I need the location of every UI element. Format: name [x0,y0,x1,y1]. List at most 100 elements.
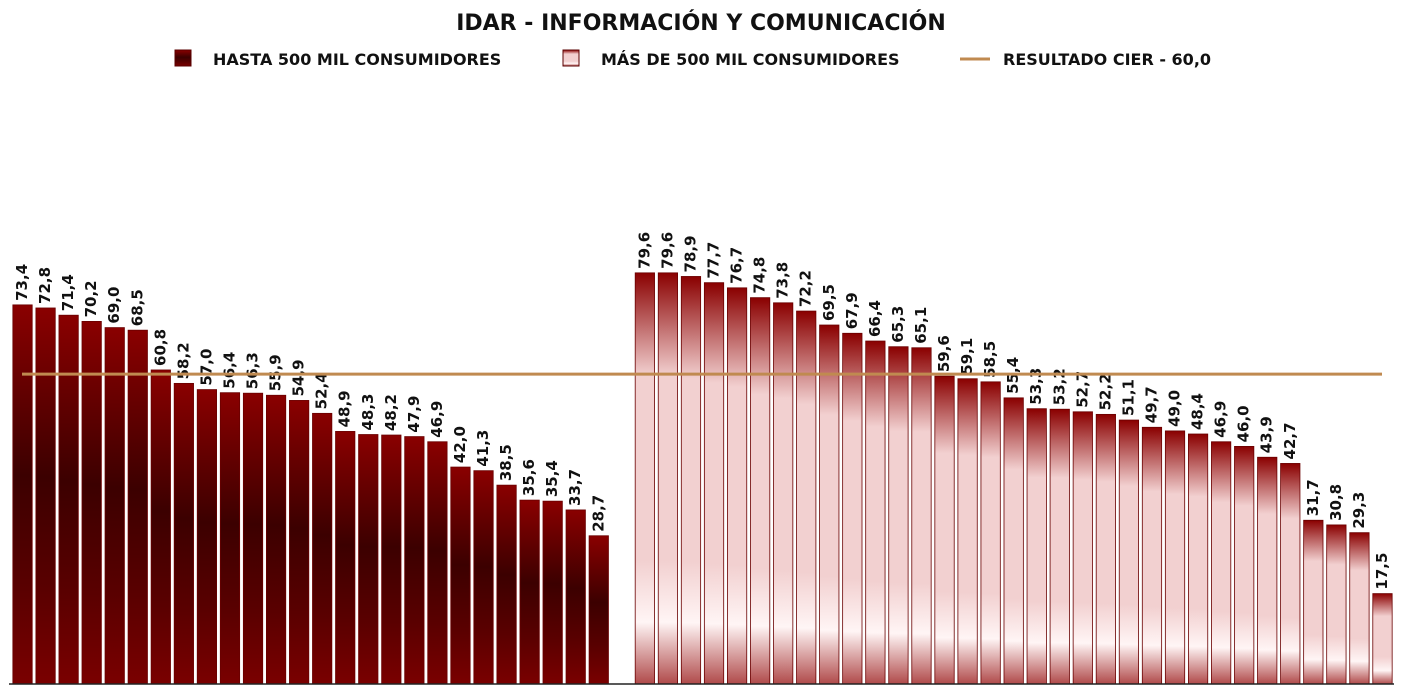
bar [1280,463,1301,685]
value-label: 49,0 [1166,390,1184,427]
bar [219,392,241,685]
value-label: 65,3 [889,306,907,343]
bar [173,382,194,685]
value-label: 49,7 [1142,386,1160,423]
value-label: 72,2 [797,270,815,307]
bar [911,347,932,685]
value-label: 17,5 [1373,553,1391,590]
bar [404,436,425,685]
bar [750,297,771,685]
legend-label: HASTA 500 MIL CONSUMIDORES [213,50,501,69]
bar [634,272,655,685]
value-label: 78,9 [681,235,699,272]
value-label: 70,2 [82,280,100,317]
value-label: 67,9 [843,292,861,329]
bar [312,412,333,685]
bar [289,400,310,685]
value-label: 79,6 [635,232,653,269]
bar [980,381,1001,685]
bar [12,304,33,685]
value-label: 73,8 [774,262,792,299]
value-label: 77,7 [705,242,723,279]
bar [450,466,471,685]
bar [773,302,794,685]
value-label: 47,9 [405,396,423,433]
value-label: 74,8 [751,257,769,294]
bar [519,499,540,685]
value-label: 33,7 [566,469,584,506]
value-label: 42,7 [1281,422,1299,459]
value-label: 58,5 [981,341,999,378]
bar [127,329,148,685]
value-label: 56,4 [220,352,238,389]
value-label: 71,4 [59,274,77,311]
value-label: 52,7 [1073,371,1091,408]
bar [473,470,494,685]
value-label: 54,9 [290,359,308,396]
bar [427,441,448,685]
bar [703,282,725,685]
value-label: 42,0 [451,426,469,463]
bar [657,272,679,685]
value-label: 48,3 [359,394,377,431]
value-label: 59,6 [935,335,953,372]
bar [542,500,563,685]
bar [1003,397,1024,685]
value-label: 53,2 [1050,368,1068,405]
bar [1211,441,1232,685]
value-label: 51,1 [1119,379,1137,416]
value-label: 57,0 [197,349,215,386]
bar [1026,408,1047,685]
value-label: 29,3 [1350,492,1368,529]
bar [58,314,79,685]
value-label: 69,0 [105,287,123,324]
bar [1049,408,1070,685]
value-label: 30,8 [1327,484,1345,521]
bar [81,321,102,685]
bar [496,484,517,685]
bar [1187,433,1209,685]
bar [888,346,909,685]
value-label: 31,7 [1304,479,1322,516]
value-label: 56,3 [244,352,262,389]
value-label: 35,4 [543,460,561,497]
value-label: 65,1 [912,307,930,344]
bar [242,392,264,685]
bar [842,332,863,685]
value-label: 79,6 [658,232,676,269]
legend-label: RESULTADO CIER - 60,0 [1003,50,1211,69]
bar [1095,413,1116,685]
bar [1326,524,1347,685]
value-label: 59,1 [958,338,976,375]
value-label: 58,2 [174,342,192,379]
legend-swatch [562,49,580,67]
bar [1164,430,1186,685]
bar [1372,593,1393,685]
value-label: 53,3 [1027,368,1045,405]
value-label: 72,8 [36,267,54,304]
bar [104,327,125,685]
value-label: 76,7 [728,247,746,284]
value-label: 52,4 [313,372,331,409]
bar [381,434,402,685]
bar [335,431,356,685]
bar [726,287,748,685]
value-label: 41,3 [474,430,492,467]
value-label: 38,5 [497,444,515,481]
value-label: 48,4 [1189,393,1207,430]
bar [565,509,586,685]
bar [1349,532,1370,685]
bar [35,307,56,685]
bar [1257,456,1278,685]
value-label: 28,7 [589,495,607,532]
value-label: 73,4 [13,264,31,301]
legend-label: MÁS DE 500 MIL CONSUMIDORES [601,50,900,69]
bar [265,394,287,685]
bar [957,378,978,685]
value-label: 69,5 [820,284,838,321]
bar [1072,411,1093,685]
bar [196,389,218,685]
value-label: 43,9 [1258,416,1276,453]
bar [865,340,886,685]
